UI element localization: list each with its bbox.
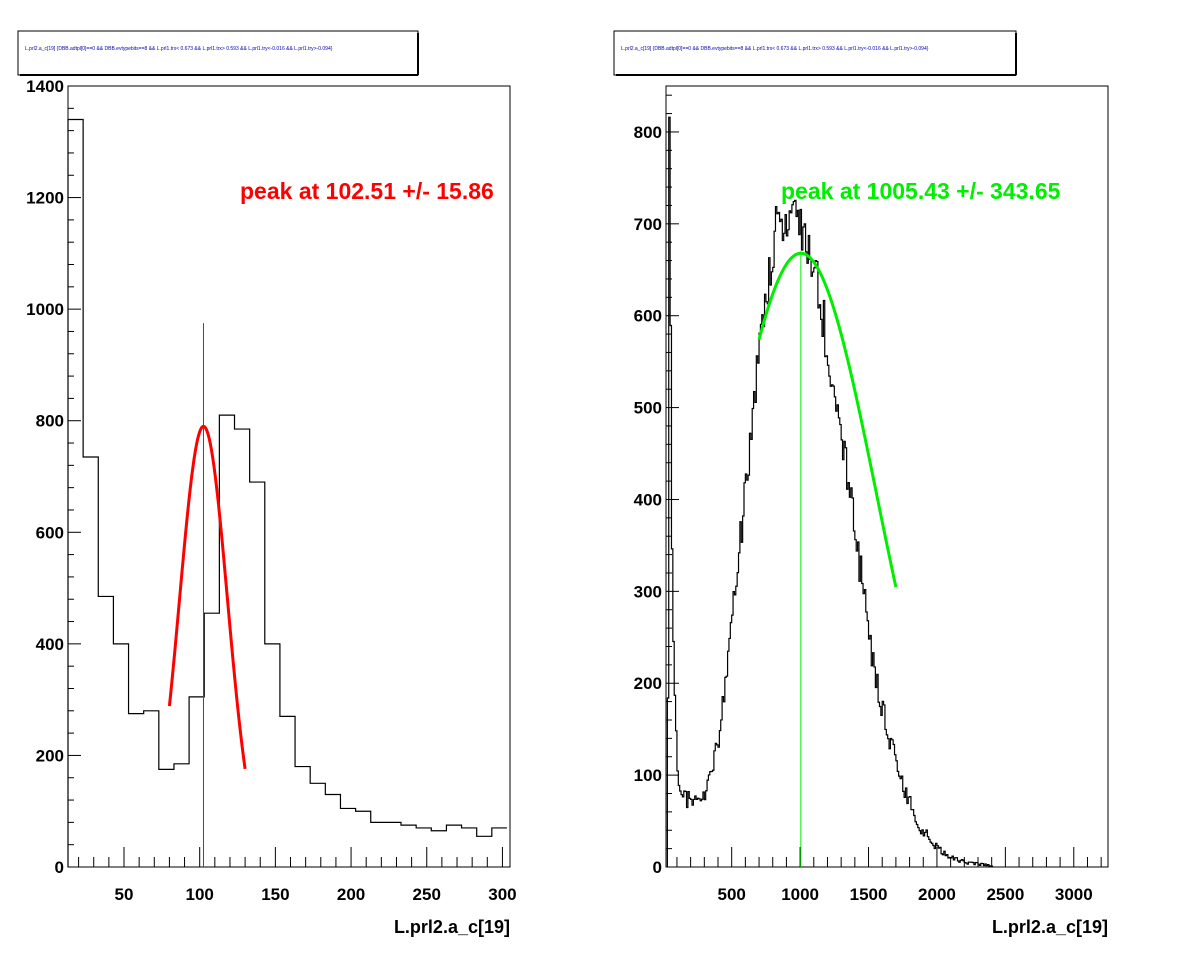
y-tick-label: 500: [634, 399, 662, 418]
y-tick-label: 0: [653, 858, 662, 877]
right-axes: 0 100 200 300 400 500 600 700 800 500 1000 1500 2000…: [634, 94, 1102, 904]
gaussian-fit-line: [757, 251, 898, 588]
right-x-axis-title: L.prl2.a_c[19]: [992, 917, 1108, 937]
gaussian-fit-line: [167, 424, 247, 770]
x-tick-label: 200: [337, 885, 365, 904]
left-chart-title: L.prl2.a_c[19] {DBB.adtpl[0]==0 && DBB.e…: [25, 46, 333, 52]
y-tick-label: 1200: [26, 189, 64, 208]
right-histogram: [666, 116, 994, 868]
left-peak-annotation: peak at 102.51 +/- 15.86: [240, 178, 494, 204]
y-tick-label: 1400: [26, 77, 64, 96]
x-tick-label: 2500: [986, 885, 1024, 904]
x-tick-label: 1500: [850, 885, 888, 904]
left-axes: 0 200 400 600 800 1000 1200 1400 50 100 150 200 250 3…: [26, 77, 516, 904]
histogram-line: [67, 118, 507, 867]
x-tick-label: 50: [115, 885, 134, 904]
right-title-box: L.prl2.a_c[19] {DBB.adtpl[0]==0 && DBB.e…: [613, 30, 1017, 76]
left-title-box: L.prl2.a_c[19] {DBB.adtpl[0]==0 && DBB.e…: [17, 30, 419, 76]
y-tick-label: 300: [634, 582, 662, 601]
x-tick-label: 3000: [1055, 885, 1093, 904]
left-fit-curve: [167, 424, 247, 770]
y-tick-label: 400: [634, 490, 662, 509]
right-chart-title: L.prl2.a_c[19] {DBB.adtpl[0]==0 && DBB.e…: [621, 46, 929, 52]
y-tick-label: 400: [36, 635, 64, 654]
y-tick-label: 0: [55, 858, 64, 877]
y-tick-label: 200: [634, 674, 662, 693]
y-tick-label: 800: [634, 123, 662, 142]
x-tick-label: 300: [488, 885, 516, 904]
right-plot-frame: [665, 85, 1109, 868]
y-tick-label: 200: [36, 746, 64, 765]
x-tick-label: 2000: [918, 885, 956, 904]
y-tick-label: 800: [36, 412, 64, 431]
right-fit-curve: [757, 251, 898, 588]
x-tick-label: 250: [413, 885, 441, 904]
right-peak-annotation: peak at 1005.43 +/- 343.65: [781, 178, 1061, 204]
left-histogram: [67, 118, 507, 867]
y-tick-label: 1000: [26, 300, 64, 319]
x-tick-label: 1000: [781, 885, 819, 904]
y-tick-label: 600: [634, 307, 662, 326]
x-tick-label: 150: [261, 885, 289, 904]
left-x-axis-title: L.prl2.a_c[19]: [394, 917, 510, 937]
y-tick-label: 700: [634, 215, 662, 234]
right-panel: L.prl2.a_c[19] {DBB.adtpl[0]==0 && DBB.e…: [613, 30, 1109, 937]
left-panel: L.prl2.a_c[19] {DBB.adtpl[0]==0 && DBB.e…: [17, 30, 517, 937]
histogram-line: [666, 116, 994, 868]
y-tick-label: 100: [634, 766, 662, 785]
y-tick-label: 600: [36, 523, 64, 542]
x-tick-label: 100: [186, 885, 214, 904]
x-tick-label: 500: [717, 885, 745, 904]
